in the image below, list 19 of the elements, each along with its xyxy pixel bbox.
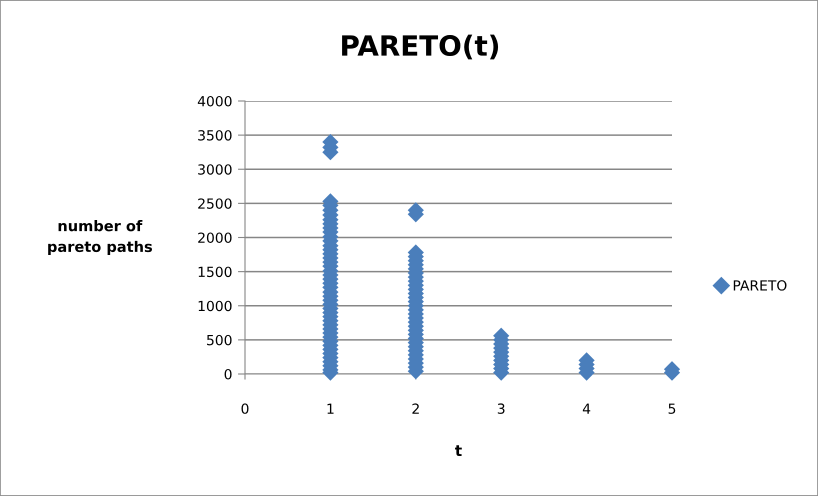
x-axis-title: t [455, 445, 462, 456]
x-tick-label: 2 [412, 403, 419, 414]
x-tick-label: 4 [582, 404, 590, 414]
y-tick-label: 1000 [198, 300, 232, 312]
y-axis-title: number of pareto paths [48, 220, 152, 255]
x-tick-label: 1 [328, 404, 334, 414]
y-tick-label: 500 [207, 334, 232, 346]
chart-title: PARETO(t) [342, 34, 498, 60]
y-tick-label: 2000 [198, 232, 232, 243]
y-tick-label: 4000 [198, 96, 232, 106]
x-tick-label: 0 [241, 403, 248, 414]
y-tick-label: 3500 [198, 130, 232, 141]
y-tick-label: 3000 [198, 164, 232, 175]
legend-label: PARETO [734, 280, 786, 291]
y-tick-label: 1500 [198, 266, 232, 278]
x-tick-label: 3 [498, 403, 505, 414]
x-tick-label: 5 [668, 404, 676, 414]
y-tick-label: 2500 [198, 198, 232, 209]
y-tick-label: 0 [224, 368, 232, 380]
